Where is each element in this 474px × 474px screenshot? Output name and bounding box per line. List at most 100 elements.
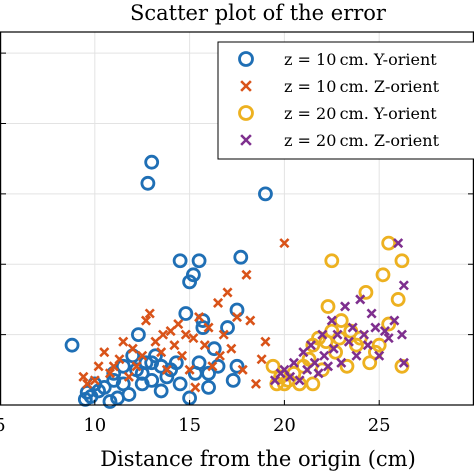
- data-point-stroke: [347, 322, 358, 333]
- data-point: [214, 350, 225, 361]
- data-point: [178, 306, 194, 321]
- data-point: [390, 292, 406, 307]
- x-tick-label: 10: [83, 415, 106, 436]
- data-point-stroke: [317, 329, 328, 340]
- data-point-stroke: [190, 382, 201, 393]
- data-point: [140, 315, 152, 326]
- data-point: [322, 361, 334, 372]
- data-point: [191, 253, 207, 269]
- data-point-stroke: [226, 343, 237, 354]
- data-point: [319, 350, 330, 361]
- data-point: [374, 350, 385, 361]
- data-point: [144, 372, 160, 388]
- data-point: [324, 253, 340, 269]
- data-point-stroke: [322, 361, 334, 372]
- data-point: [144, 308, 155, 319]
- data-point-stroke: [188, 333, 199, 344]
- data-point: [258, 186, 273, 202]
- data-point: [201, 380, 216, 395]
- data-point: [194, 311, 205, 323]
- data-point-stroke: [176, 350, 188, 361]
- data-point: [168, 355, 184, 371]
- legend-label: z = 20 cm. Y-orient: [284, 104, 437, 123]
- data-point: [225, 372, 241, 388]
- legend-label: z = 20 cm. Z-orient: [284, 131, 440, 150]
- data-point: [226, 343, 237, 354]
- data-points: [64, 154, 410, 409]
- data-point-stroke: [340, 301, 351, 312]
- data-point: [212, 297, 224, 308]
- data-point-stroke: [222, 287, 233, 298]
- data-point: [379, 326, 390, 337]
- data-point-stroke: [165, 326, 176, 337]
- data-point-stroke: [104, 368, 116, 379]
- data-point: [231, 311, 243, 323]
- data-point-stroke: [328, 343, 339, 354]
- data-point-stroke: [336, 357, 347, 368]
- data-point: [381, 316, 397, 332]
- data-point-stroke: [332, 329, 343, 340]
- data-point-stroke: [374, 350, 385, 361]
- data-point-stroke: [398, 280, 409, 291]
- legend-marker-stroke: [240, 134, 252, 146]
- data-point-stroke: [250, 378, 262, 389]
- data-point: [190, 382, 201, 393]
- data-point: [332, 329, 343, 340]
- data-point-stroke: [214, 350, 225, 361]
- data-point: [366, 308, 377, 319]
- data-point: [288, 357, 299, 368]
- data-point: [140, 175, 156, 191]
- data-point-stroke: [99, 347, 110, 358]
- data-point: [201, 365, 216, 381]
- data-point: [131, 361, 142, 372]
- data-point: [358, 329, 370, 340]
- x-axis-ticks: 5 10 15 20 25: [0, 52, 474, 436]
- data-point: [89, 375, 100, 386]
- data-point-stroke: [279, 238, 290, 249]
- data-point-stroke: [150, 336, 161, 347]
- data-point: [393, 238, 404, 249]
- data-point-stroke: [319, 350, 330, 361]
- data-point: [250, 378, 262, 389]
- data-point-stroke: [169, 340, 180, 351]
- data-point-stroke: [294, 375, 305, 386]
- data-point-stroke: [370, 322, 381, 333]
- data-point-stroke: [231, 311, 243, 323]
- data-point: [207, 361, 218, 372]
- x-tick-label: 20: [273, 415, 296, 436]
- data-point: [301, 351, 317, 367]
- data-point: [260, 336, 271, 347]
- data-point: [203, 322, 214, 333]
- data-point: [294, 375, 305, 386]
- data-point: [121, 387, 137, 402]
- data-point: [320, 299, 336, 314]
- data-point: [326, 315, 337, 326]
- data-point-stroke: [302, 364, 313, 375]
- data-point-stroke: [194, 311, 205, 323]
- data-point-stroke: [396, 329, 407, 340]
- data-point-stroke: [78, 371, 89, 382]
- data-point: [218, 329, 229, 340]
- data-point: [328, 343, 339, 354]
- data-point: [169, 340, 180, 351]
- data-point: [305, 376, 321, 392]
- data-point: [153, 383, 169, 399]
- data-point-stroke: [184, 364, 195, 375]
- data-point-stroke: [203, 322, 214, 333]
- data-point: [309, 357, 320, 368]
- data-point-stroke: [389, 315, 400, 326]
- data-point: [115, 358, 131, 374]
- data-point-stroke: [114, 354, 125, 365]
- data-point-stroke: [362, 340, 373, 351]
- series-0: [64, 154, 273, 409]
- data-point-stroke: [313, 368, 324, 379]
- data-point: [343, 336, 354, 347]
- data-point: [298, 347, 309, 358]
- data-point-stroke: [383, 333, 394, 344]
- data-point: [389, 315, 400, 326]
- data-point: [265, 358, 281, 374]
- data-point-stroke: [326, 315, 337, 326]
- data-point: [285, 371, 296, 382]
- data-point: [180, 329, 191, 340]
